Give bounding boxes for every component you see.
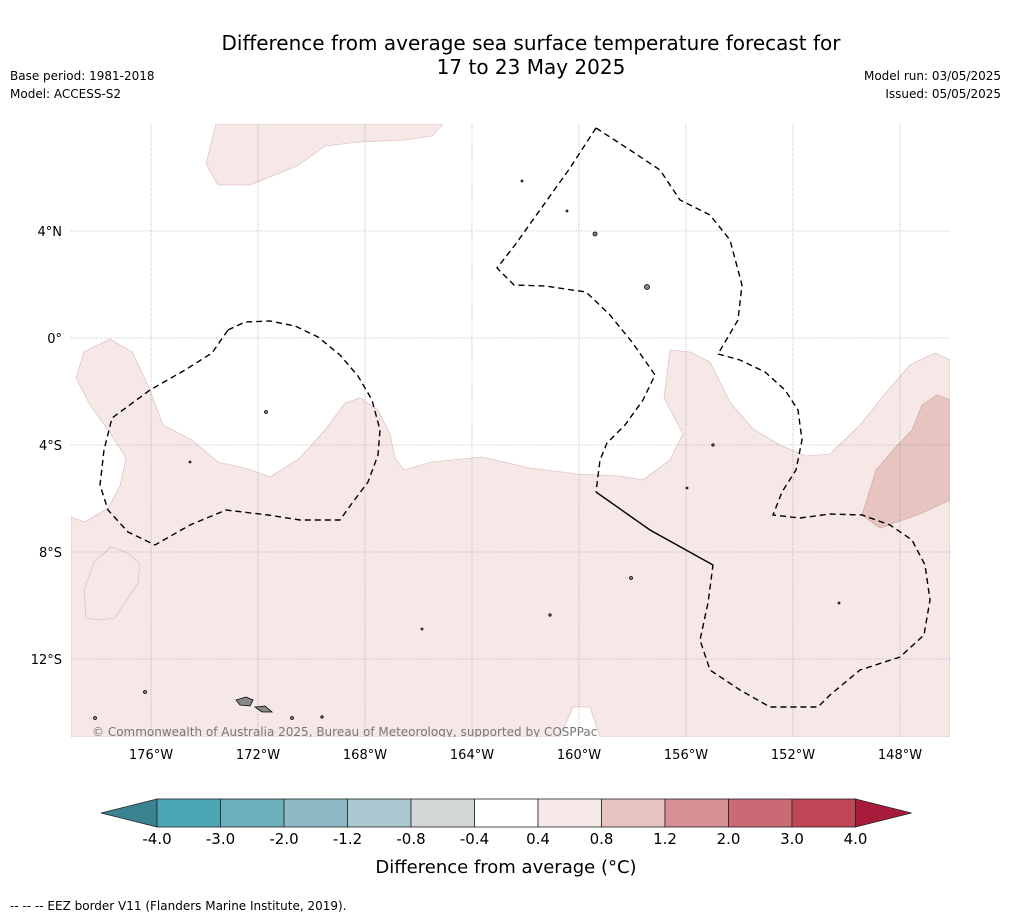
- colorbar-tick-label: -4.0: [142, 830, 171, 848]
- island-small: [520, 179, 524, 183]
- colorbar-box: [474, 798, 539, 828]
- eez-border-phoenix: [496, 127, 656, 493]
- anomaly-region-weak-positive: [71, 338, 950, 737]
- colorbar-tick-label: 1.2: [653, 830, 677, 848]
- colorbar-box: [537, 798, 602, 828]
- colorbar-box: [347, 798, 412, 828]
- colorbar-tick-label: -0.8: [396, 830, 425, 848]
- colorbar-box: [728, 798, 793, 828]
- y-tick-label: 8°S: [39, 546, 62, 561]
- model-name: Model: ACCESS-S2: [10, 87, 122, 101]
- island-small: [420, 627, 424, 631]
- colorbar-tick-label: 2.0: [717, 830, 741, 848]
- meta-right: Model run: 03/05/2025 Issued: 05/05/2025: [864, 67, 1001, 103]
- colorbar-box: [410, 798, 475, 828]
- island-small: [188, 460, 192, 464]
- anomaly-region-moderate-positive: [861, 394, 950, 529]
- eez-border-cook-islands: [699, 353, 931, 708]
- colorbar-tick-label: 0.4: [526, 830, 550, 848]
- colorbar-tick-label: 0.8: [590, 830, 614, 848]
- colorbar-extend-high: [855, 798, 912, 828]
- island-samoa-upolu: [253, 705, 274, 713]
- island-small: [685, 486, 689, 490]
- island-kiritimati: [644, 284, 650, 290]
- chart-title: Difference from average sea surface temp…: [0, 31, 1011, 79]
- colorbar-tick-label: 4.0: [844, 830, 868, 848]
- x-tick-label: 160°W: [557, 748, 601, 763]
- colorbar-box: [601, 798, 666, 828]
- island-small: [837, 601, 841, 605]
- island-small: [548, 613, 552, 617]
- y-axis-ticks: 4°N 0° 4°S 8°S 12°S: [31, 225, 62, 668]
- title-line-1: Difference from average sea surface temp…: [221, 31, 841, 55]
- colorbar-ticks: -4.0 -3.0 -2.0 -1.2 -0.8 -0.4 0.4 0.8 1.2 2.0 3.0 4…: [142, 830, 867, 848]
- model-run: Model run: 03/05/2025: [863, 69, 1001, 83]
- x-tick-label: 156°W: [664, 748, 708, 763]
- y-tick-label: 12°S: [31, 653, 62, 668]
- sst-anomaly-map: © Commonwealth of Australia 2025, Bureau…: [31, 124, 950, 763]
- island-kiribati: [592, 231, 598, 237]
- colorbar-boxes: [100, 798, 912, 828]
- x-tick-label: 164°W: [450, 748, 494, 763]
- island-small: [290, 716, 294, 720]
- colorbar-label: Difference from average (°C): [375, 857, 636, 878]
- island-small: [711, 443, 715, 447]
- gridlines: [71, 124, 950, 737]
- island-small: [143, 690, 147, 694]
- meta-left: Base period: 1981-2018 Model: ACCESS-S2: [10, 67, 155, 103]
- colorbar-box: [664, 798, 729, 828]
- colorbar-tick-label: 3.0: [780, 830, 804, 848]
- colorbar-tick-label: -2.0: [269, 830, 298, 848]
- island-small: [264, 410, 268, 414]
- x-tick-label: 168°W: [343, 748, 387, 763]
- eez-footnote: -- -- -- EEZ border V11 (Flanders Marine…: [10, 899, 347, 913]
- colorbar-box: [791, 798, 856, 828]
- eez-border-segment-solid: [595, 491, 714, 566]
- copyright-text: © Commonwealth of Australia 2025, Bureau…: [92, 725, 597, 739]
- anomaly-region-north: [205, 124, 444, 186]
- base-period: Base period: 1981-2018: [10, 69, 155, 83]
- island-small: [629, 576, 633, 580]
- eez-borders: [99, 127, 931, 708]
- x-tick-label: 152°W: [771, 748, 815, 763]
- x-axis-ticks: 176°W 172°W 168°W 164°W 160°W 156°W 152°W 148°W: [129, 748, 922, 763]
- x-tick-label: 148°W: [878, 748, 922, 763]
- colorbar-box: [283, 798, 348, 828]
- island-small: [565, 209, 569, 213]
- issued-date: Issued: 05/05/2025: [885, 87, 1001, 101]
- y-tick-label: 0°: [47, 332, 62, 347]
- colorbar: -4.0 -3.0 -2.0 -1.2 -0.8 -0.4 0.4 0.8 1.2 2.0 3.0 4…: [100, 798, 912, 878]
- y-tick-label: 4°N: [38, 225, 63, 240]
- title-line-2: 17 to 23 May 2025: [436, 55, 626, 79]
- colorbar-extend-low: [100, 798, 158, 828]
- y-tick-label: 4°S: [39, 439, 62, 454]
- islands: [93, 179, 841, 720]
- island-small: [320, 715, 324, 719]
- colorbar-tick-label: -1.2: [333, 830, 362, 848]
- island-small: [93, 716, 97, 720]
- island-samoa-savaii: [235, 696, 254, 707]
- colorbar-tick-label: -0.4: [460, 830, 489, 848]
- colorbar-box: [220, 798, 285, 828]
- eez-border-tokelau: [99, 320, 381, 546]
- x-tick-label: 176°W: [129, 748, 173, 763]
- eez-border-line-islands: [595, 127, 743, 355]
- colorbar-box: [156, 798, 221, 828]
- colorbar-tick-label: -3.0: [206, 830, 235, 848]
- x-tick-label: 172°W: [236, 748, 280, 763]
